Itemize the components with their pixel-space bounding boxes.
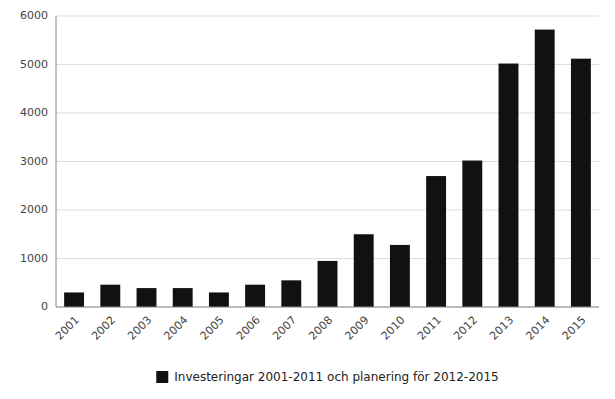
y-tick-label: 3000 <box>20 155 48 168</box>
x-tick-label: 2005 <box>198 314 227 343</box>
bar <box>571 59 591 307</box>
x-tick-label: 2014 <box>523 314 552 343</box>
bar <box>318 261 338 307</box>
x-tick-label: 2009 <box>342 314 371 343</box>
y-grid <box>56 16 599 307</box>
legend-label: Investeringar 2001-2011 och planering fö… <box>174 370 498 384</box>
bar <box>426 176 446 307</box>
x-tick-label: 2003 <box>125 314 154 343</box>
bar <box>354 234 374 307</box>
y-tick-label: 5000 <box>20 58 48 71</box>
bar <box>499 64 519 307</box>
x-tick-label: 2004 <box>161 314 190 343</box>
plot-area: 0100020003000400050006000200120022003200… <box>20 9 599 343</box>
bars <box>64 30 591 307</box>
y-tick-label: 6000 <box>20 9 48 22</box>
y-tick-label: 0 <box>41 300 48 313</box>
x-tick-label: 2011 <box>415 314 444 343</box>
x-tick-label: 2015 <box>560 314 589 343</box>
x-tick-label: 2002 <box>89 314 118 343</box>
x-tick-label: 2010 <box>379 314 408 343</box>
x-tick-label: 2007 <box>270 314 299 343</box>
x-tick-label: 2013 <box>487 314 516 343</box>
chart-container: 0100020003000400050006000200120022003200… <box>0 0 615 399</box>
bar <box>281 280 301 307</box>
bar <box>137 288 157 307</box>
legend: Investeringar 2001-2011 och planering fö… <box>156 370 498 384</box>
bar <box>64 292 84 307</box>
bar <box>390 245 410 307</box>
y-tick-label: 1000 <box>20 252 48 265</box>
bar <box>245 285 265 307</box>
bar <box>100 285 120 307</box>
x-tick-label: 2008 <box>306 314 335 343</box>
bar <box>462 161 482 307</box>
x-tick-label: 2012 <box>451 314 480 343</box>
y-tick-label: 4000 <box>20 106 48 119</box>
grid-line <box>56 307 599 308</box>
legend-swatch <box>156 371 168 383</box>
bar <box>535 30 555 307</box>
chart: 0100020003000400050006000200120022003200… <box>0 0 615 399</box>
x-tick-label: 2001 <box>53 314 82 343</box>
y-tick-label: 2000 <box>20 203 48 216</box>
bar <box>209 292 229 307</box>
x-tick-label: 2006 <box>234 314 263 343</box>
bar <box>173 288 193 307</box>
y-axis-line <box>56 16 57 307</box>
x-axis-line <box>56 307 599 308</box>
grid-line <box>56 16 599 17</box>
